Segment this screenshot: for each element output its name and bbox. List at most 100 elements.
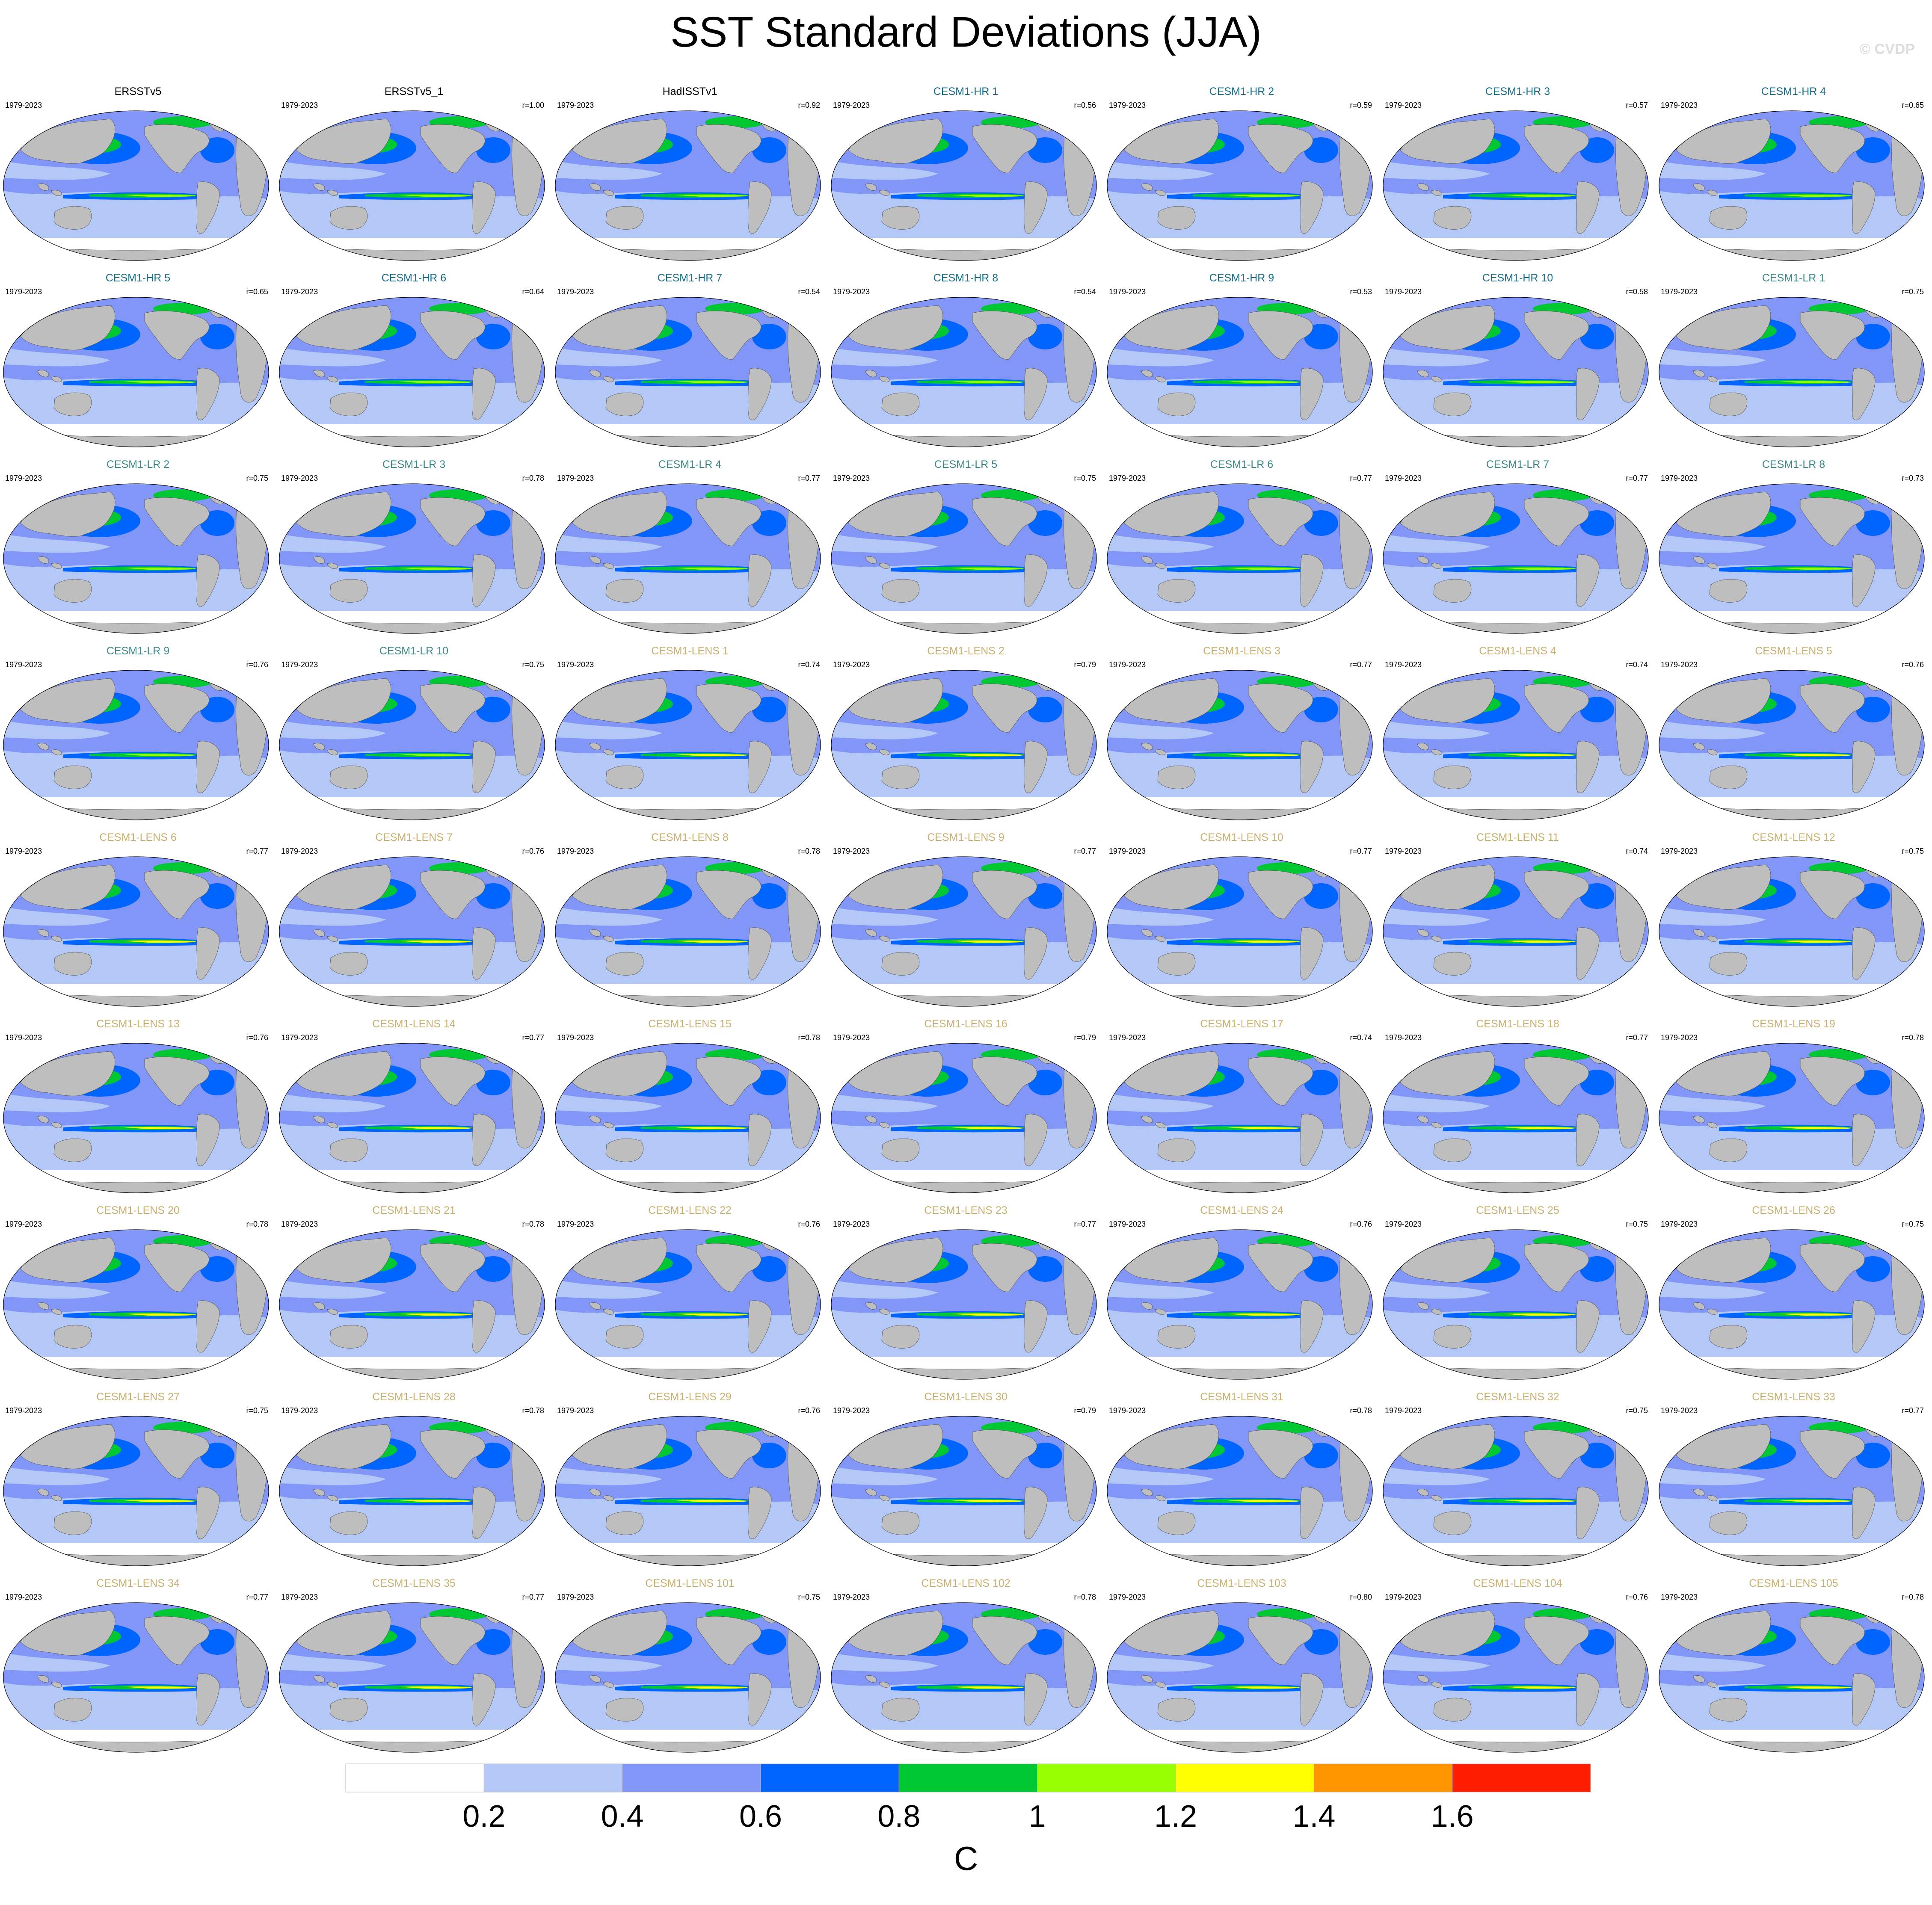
map-panel: CESM1-LENS 18 1979-2023 r=0.77 [1380, 1018, 1656, 1204]
map-panel: CESM1-LR 2 1979-2023 r=0.75 [0, 459, 276, 645]
map-panel: CESM1-LENS 8 1979-2023 r=0.78 [552, 831, 828, 1018]
panel-period: 1979-2023 [557, 474, 594, 482]
panel-period: 1979-2023 [833, 474, 870, 482]
panel-map [1107, 1043, 1373, 1193]
map-panel: CESM1-LR 8 1979-2023 r=0.73 [1656, 459, 1932, 645]
panel-title: CESM1-LENS 9 [927, 831, 1005, 843]
map-panel: CESM1-LENS 15 1979-2023 r=0.78 [552, 1018, 828, 1204]
panel-title: CESM1-LENS 7 [375, 831, 453, 843]
panel-period: 1979-2023 [1661, 660, 1698, 669]
panel-period: 1979-2023 [5, 660, 42, 669]
panel-period: 1979-2023 [1385, 660, 1422, 669]
panel-map [831, 483, 1097, 634]
map-panel: CESM1-LENS 35 1979-2023 r=0.77 [276, 1577, 552, 1764]
panel-map [831, 670, 1097, 820]
panel-period: 1979-2023 [1109, 1033, 1146, 1042]
map-panel: CESM1-LR 3 1979-2023 r=0.78 [276, 459, 552, 645]
map-panel: CESM1-HR 7 1979-2023 r=0.54 [552, 272, 828, 459]
map-panel: CESM1-LENS 22 1979-2023 r=0.76 [552, 1204, 828, 1391]
panel-correlation: r=0.74 [798, 660, 820, 669]
panel-correlation: r=0.65 [1902, 101, 1924, 109]
panel-title: ERSSTv5 [114, 86, 162, 98]
panel-correlation: r=0.78 [798, 847, 820, 855]
panel-map [3, 856, 269, 1007]
map-panel: CESM1-HR 2 1979-2023 r=0.59 [1104, 86, 1380, 272]
panel-correlation: r=0.54 [798, 287, 820, 296]
panel-period: 1979-2023 [833, 660, 870, 669]
panel-title: CESM1-LENS 23 [924, 1204, 1007, 1216]
panel-map [1107, 1416, 1373, 1566]
colorbar-tick-label: 0.4 [601, 1799, 644, 1834]
panel-title: CESM1-LENS 11 [1476, 831, 1559, 843]
panel-map [279, 297, 545, 447]
map-panel: CESM1-LENS 5 1979-2023 r=0.76 [1656, 645, 1932, 831]
panel-title: CESM1-LR 10 [379, 645, 449, 657]
map-panel: CESM1-LENS 13 1979-2023 r=0.76 [0, 1018, 276, 1204]
panel-map [831, 856, 1097, 1007]
panel-title: CESM1-LENS 5 [1755, 645, 1832, 657]
panel-correlation: r=0.75 [1902, 1220, 1924, 1228]
panel-map [1107, 297, 1373, 447]
panel-map [1383, 110, 1649, 261]
colorbar-swatch [760, 1763, 899, 1793]
panel-map [1659, 1416, 1925, 1566]
panel-map [831, 297, 1097, 447]
map-panel: CESM1-LENS 102 1979-2023 r=0.78 [828, 1577, 1104, 1764]
map-panel: CESM1-LENS 32 1979-2023 r=0.75 [1380, 1391, 1656, 1577]
panel-title: CESM1-LENS 26 [1752, 1204, 1835, 1216]
panel-title: CESM1-HR 9 [1209, 272, 1274, 284]
panel-period: 1979-2023 [281, 1406, 318, 1415]
panel-title: CESM1-LENS 18 [1476, 1018, 1559, 1030]
panel-map [831, 1229, 1097, 1380]
map-panel: CESM1-LENS 2 1979-2023 r=0.79 [828, 645, 1104, 831]
panel-map [279, 1602, 545, 1753]
panel-correlation: r=0.77 [246, 1593, 268, 1601]
panel-map [1107, 1229, 1373, 1380]
panel-period: 1979-2023 [833, 1220, 870, 1228]
panel-title: CESM1-LENS 13 [96, 1018, 180, 1030]
panel-map [1383, 670, 1649, 820]
panel-period: 1979-2023 [1385, 101, 1422, 109]
map-panel: CESM1-LR 4 1979-2023 r=0.77 [552, 459, 828, 645]
panel-map [279, 483, 545, 634]
panel-map [279, 670, 545, 820]
map-panel: CESM1-LENS 103 1979-2023 r=0.80 [1104, 1577, 1380, 1764]
panel-correlation: r=0.79 [1074, 1033, 1096, 1042]
colorbar-swatch [1037, 1763, 1176, 1793]
panel-correlation: r=0.80 [1350, 1593, 1372, 1601]
panel-title: CESM1-LENS 16 [924, 1018, 1007, 1030]
panel-correlation: r=0.54 [1074, 287, 1096, 296]
panel-period: 1979-2023 [5, 847, 42, 855]
panel-period: 1979-2023 [1109, 1593, 1146, 1601]
panel-period: 1979-2023 [281, 474, 318, 482]
panel-title: CESM1-LENS 35 [372, 1577, 456, 1589]
map-panel: CESM1-LR 1 1979-2023 r=0.75 [1656, 272, 1932, 459]
panel-period: 1979-2023 [833, 1406, 870, 1415]
panel-title: CESM1-HR 4 [1761, 86, 1826, 98]
map-panel: CESM1-HR 1 1979-2023 r=0.56 [828, 86, 1104, 272]
panel-title: CESM1-LENS 104 [1473, 1577, 1562, 1589]
panel-map [1383, 1602, 1649, 1753]
panel-title: CESM1-LENS 29 [648, 1391, 732, 1403]
panel-title: CESM1-LR 7 [1486, 459, 1550, 470]
panel-period: 1979-2023 [557, 1033, 594, 1042]
panel-title: CESM1-LENS 102 [921, 1577, 1010, 1589]
panel-correlation: r=0.77 [1350, 847, 1372, 855]
panel-map [279, 1043, 545, 1193]
panel-correlation: r=0.92 [798, 101, 820, 109]
panel-map [279, 856, 545, 1007]
map-panel: ERSSTv5 1979-2023 [0, 86, 276, 272]
panel-period: 1979-2023 [557, 660, 594, 669]
panel-title: CESM1-LENS 21 [372, 1204, 456, 1216]
panel-correlation: r=0.78 [1350, 1406, 1372, 1415]
watermark: © CVDP [1860, 41, 1915, 57]
panel-period: 1979-2023 [833, 1593, 870, 1601]
panel-title: CESM1-LENS 24 [1200, 1204, 1283, 1216]
panel-correlation: r=0.77 [1626, 1033, 1648, 1042]
panel-map [1659, 297, 1925, 447]
panel-title: CESM1-LENS 32 [1476, 1391, 1559, 1403]
panel-correlation: r=0.58 [1626, 287, 1648, 296]
panel-correlation: r=0.77 [522, 1593, 544, 1601]
